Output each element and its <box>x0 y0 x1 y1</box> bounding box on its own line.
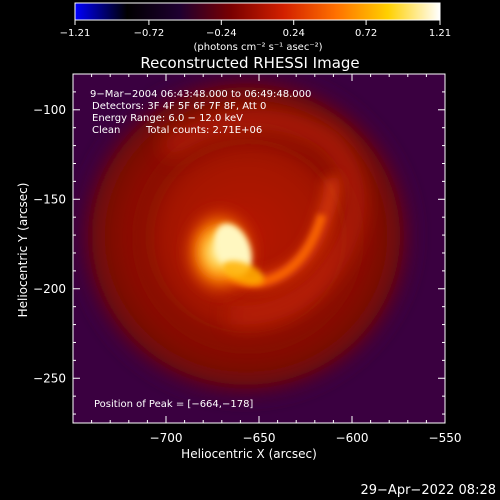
colorbar-tick-label: −0.72 <box>134 28 165 39</box>
x-tick-label: −600 <box>336 431 369 445</box>
colorbar-tick-label: 1.21 <box>429 28 451 39</box>
annotation-peak: Position of Peak = [−664,−178] <box>94 399 253 410</box>
spiral-arm-outer <box>159 109 366 326</box>
x-tick-label: −550 <box>429 431 462 445</box>
y-axis-label: Heliocentric Y (arcsec) <box>16 183 30 318</box>
colorbar-tick-label: 0.72 <box>355 28 377 39</box>
annotation-block: 9−Mar−2004 06:43:48.000 to 06:49:48.000 … <box>90 89 311 410</box>
emission-peak <box>214 223 252 276</box>
colorbar-tick-label: −1.21 <box>60 28 91 39</box>
y-tick-label: −250 <box>33 371 66 385</box>
y-tick-label: −150 <box>33 192 66 206</box>
annotation-detectors: Detectors: 3F 4F 5F 6F 7F 8F, Att 0 <box>92 101 266 112</box>
colorbar-ramp <box>74 2 441 21</box>
emission-map <box>73 74 424 408</box>
y-tick-label: −100 <box>33 103 66 117</box>
chart-title: Reconstructed RHESSI Image <box>140 54 359 72</box>
colorbar-tick-label: −0.24 <box>206 28 237 39</box>
y-tick-label: −200 <box>33 282 66 296</box>
annotation-method: Clean <box>92 125 120 136</box>
colorbar-tick-label: 0.24 <box>283 28 305 39</box>
annotation-energy: Energy Range: 6.0 − 12.0 keV <box>92 113 243 124</box>
colorbar-units: (photons cm⁻² s⁻¹ asec⁻²) <box>193 42 322 53</box>
plot-area: 9−Mar−2004 06:43:48.000 to 06:49:48.000 … <box>73 74 445 423</box>
colorbar-ticks: −1.21 −0.72 −0.24 0.24 0.72 1.21 <box>60 20 451 39</box>
annotation-time-range: 9−Mar−2004 06:43:48.000 to 06:49:48.000 <box>90 89 311 100</box>
x-tick-label: −650 <box>243 431 276 445</box>
y-axis: −100 −150 −200 −250 <box>33 91 445 415</box>
x-axis-label: Heliocentric X (arcsec) <box>181 447 317 461</box>
emission-arc-bright <box>222 260 264 286</box>
colorbar: −1.21 −0.72 −0.24 0.24 0.72 1.21 (photons cm⁻… <box>60 2 451 53</box>
x-tick-label: −700 <box>150 431 183 445</box>
footer-timestamp: 29−Apr−2022 08:28 <box>361 483 497 498</box>
x-axis: −700 −650 −600 −550 <box>91 74 462 445</box>
annotation-counts: Total counts: 2.71E+06 <box>145 125 262 136</box>
